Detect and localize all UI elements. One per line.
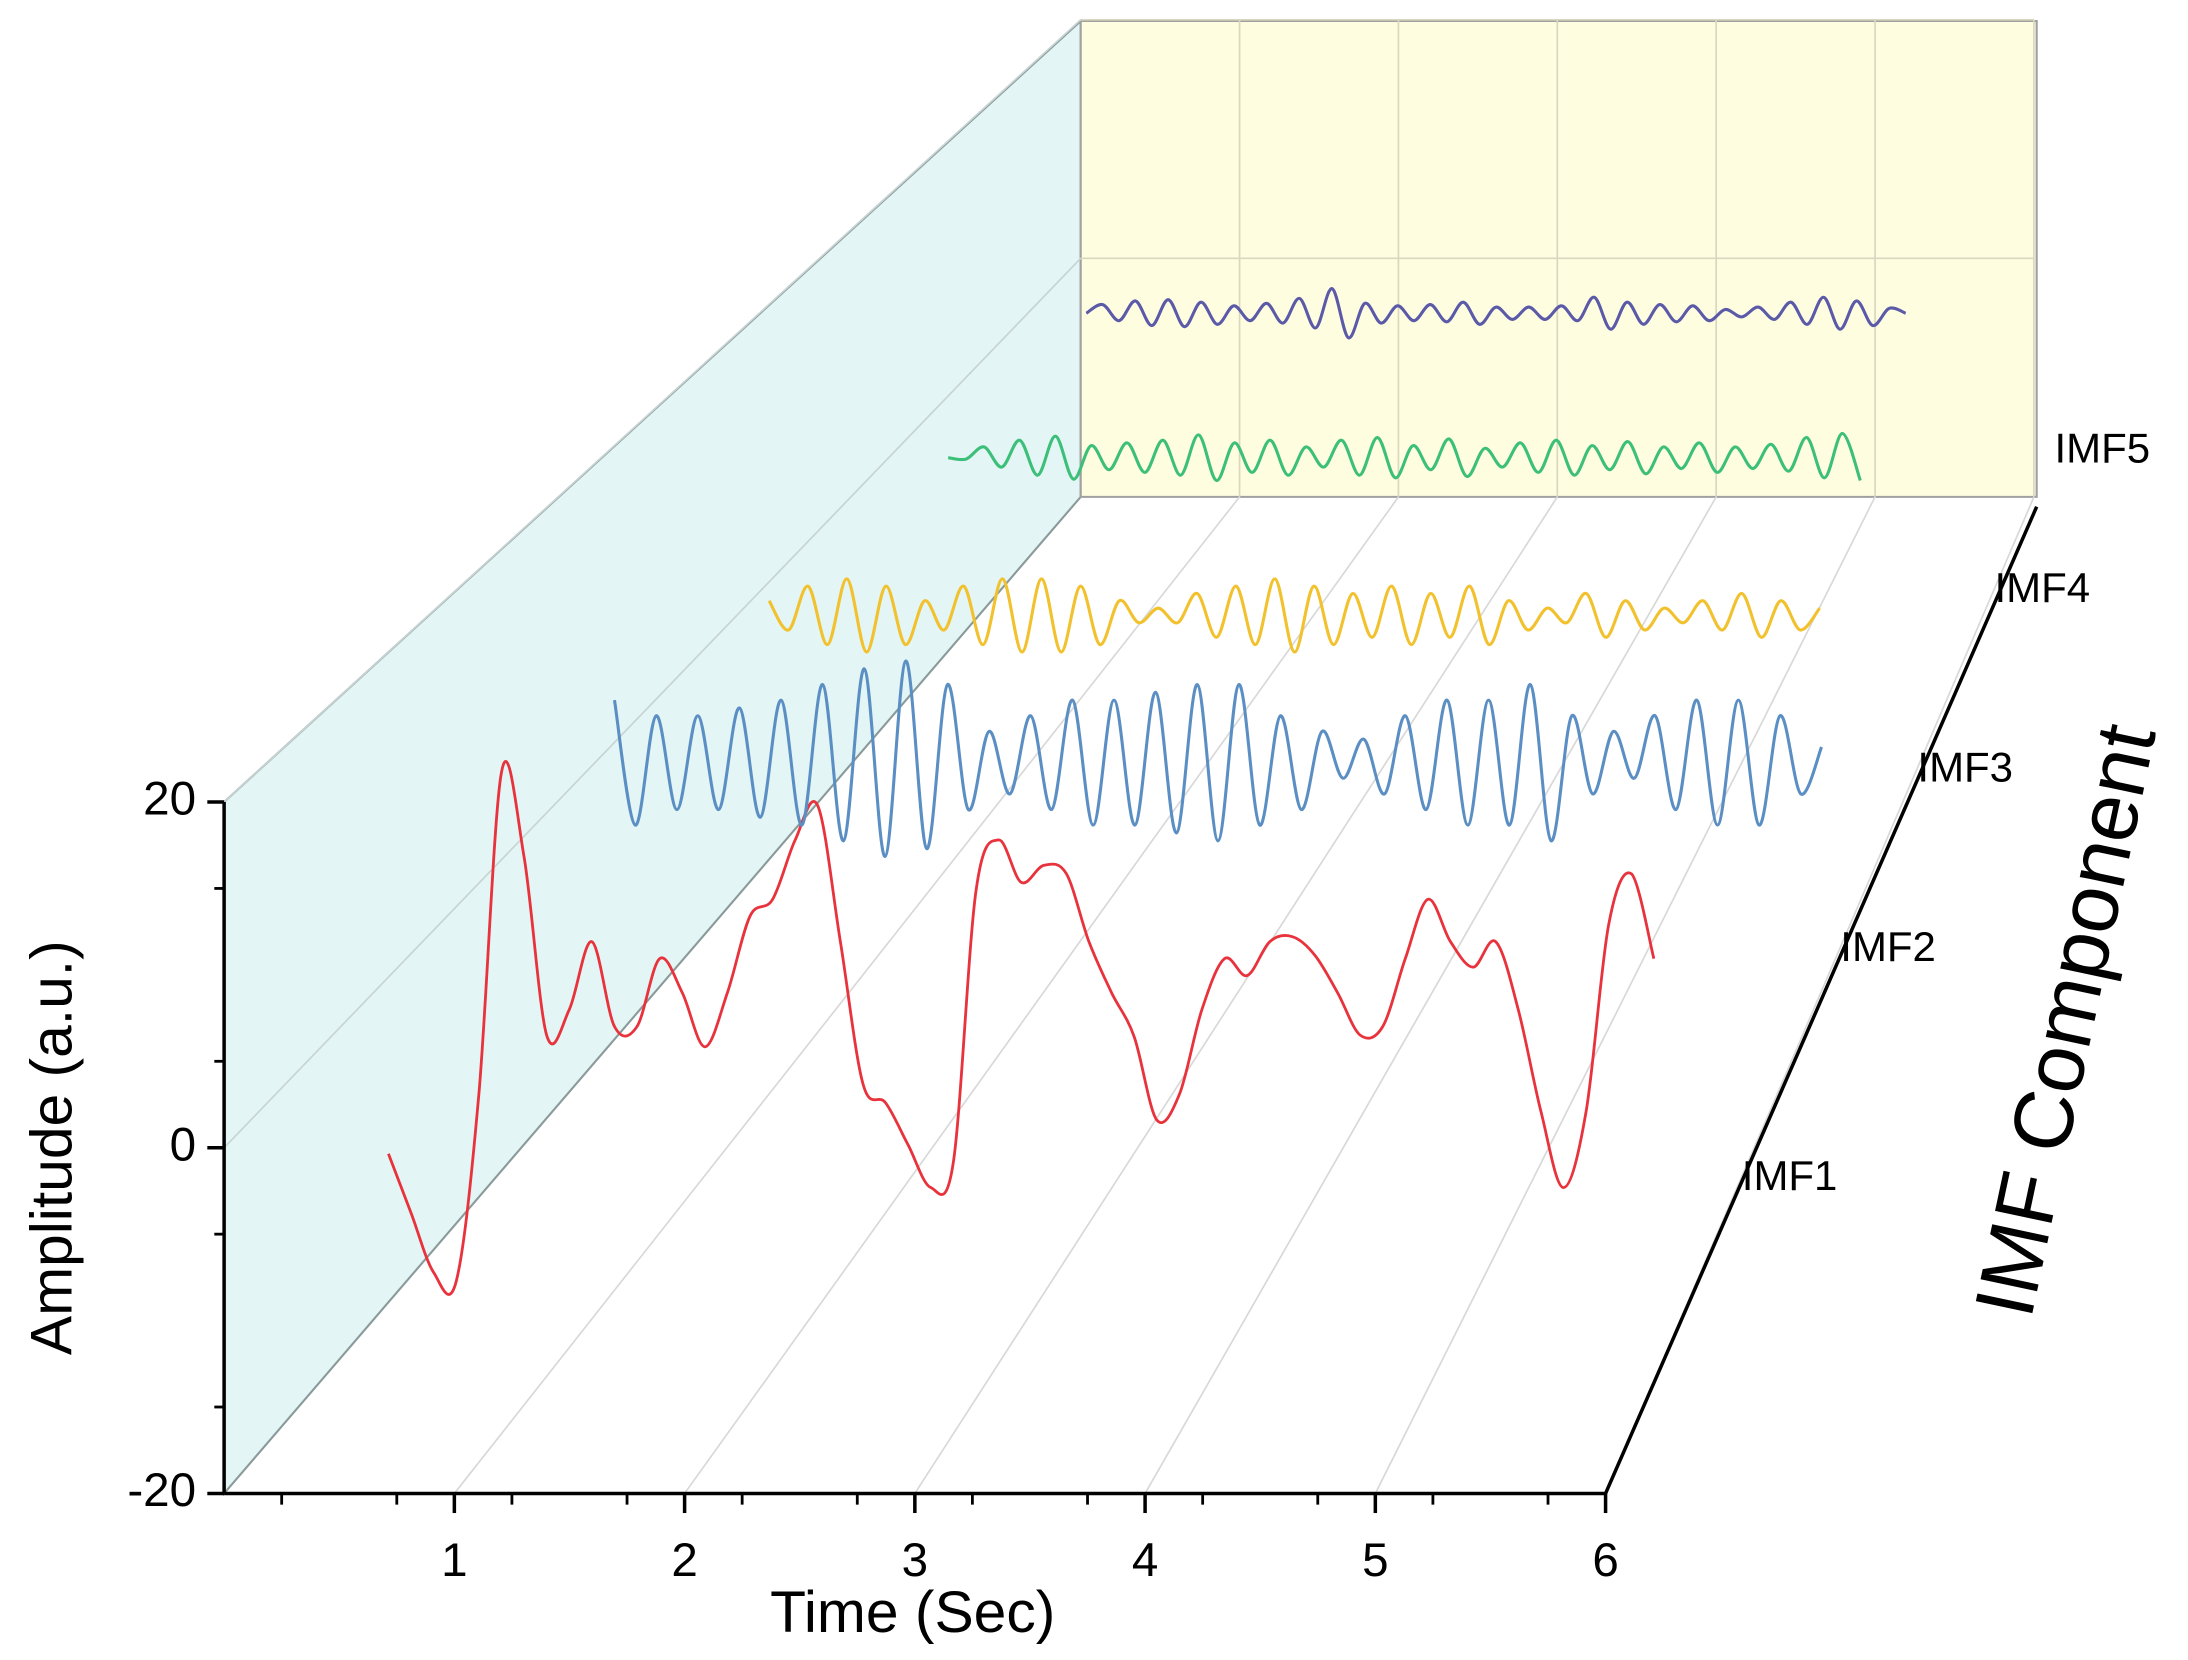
x-axis-title: Time (Sec) — [770, 1580, 1055, 1645]
floor-grid-line — [1374, 496, 1876, 1494]
y-tick-label: 20 — [143, 773, 196, 826]
y-tick-label: 0 — [170, 1118, 196, 1171]
floor-grid-line — [1144, 496, 1717, 1494]
depth-tick-label: IMF2 — [1840, 923, 1936, 970]
x-tick-label: 2 — [671, 1534, 697, 1587]
x-tick-label: 3 — [902, 1534, 928, 1587]
floor-grid-line — [914, 496, 1559, 1494]
series-line — [767, 577, 1821, 654]
x-tick-label: 4 — [1132, 1534, 1158, 1587]
series-line — [612, 659, 1823, 858]
depth-tick-label: IMF1 — [1742, 1152, 1838, 1199]
side-wall — [223, 18, 1082, 1497]
y-axis-title: Amplitude (a.u.) — [20, 940, 85, 1355]
x-tick-label: 5 — [1362, 1534, 1388, 1587]
y-tick-label: -20 — [127, 1464, 196, 1517]
series-line — [947, 431, 1862, 483]
depth-tick-label: IMF4 — [1995, 564, 2091, 611]
depth-axis — [1603, 505, 2039, 1495]
series-line — [1085, 287, 1907, 340]
depth-tick-label: IMF5 — [2054, 425, 2150, 472]
depth-tick-label: IMF3 — [1917, 744, 2013, 791]
wall-grid-line — [223, 257, 1082, 1149]
depth-axis-title: IMF Component — [1956, 716, 2173, 1324]
wall-grid-line — [223, 19, 1082, 803]
floor-grid-line — [683, 496, 1400, 1494]
x-tick-label: 6 — [1592, 1534, 1618, 1587]
x-tick-label: 1 — [441, 1534, 467, 1587]
series-line — [387, 760, 1656, 1296]
